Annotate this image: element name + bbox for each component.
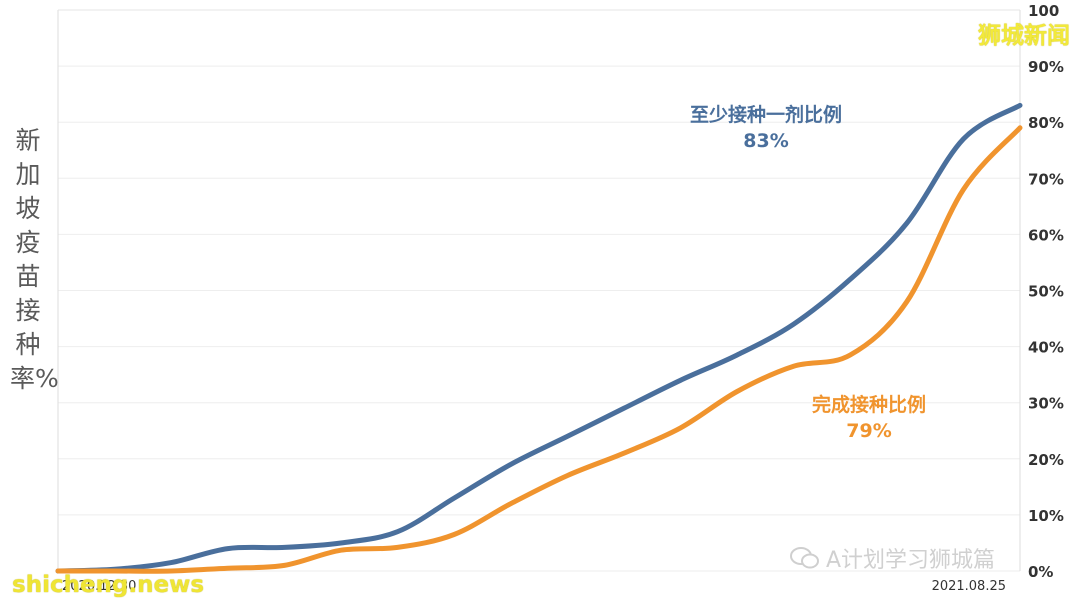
y-tick-label: 50% [1028,283,1064,301]
series1-name: 至少接种一剂比例 [689,104,842,126]
x-tick-label: 2021.08.25 [932,579,1006,594]
y-tick-labels: 100 90% 80% 70% 60% 50% 40% 30% 20% 10% 0% [1028,2,1064,581]
brand-logo-text: 狮城新闻 [978,23,1070,49]
y-tick-label: 0% [1028,563,1053,581]
y-tick-label: 60% [1028,226,1064,244]
y-tick-label: 30% [1028,395,1064,413]
site-watermark: shicheng.news [12,572,205,598]
y-tick-label: 80% [1028,114,1064,132]
series1-percent: 83% [743,130,789,152]
wechat-watermark-text: A计划学习狮城篇 [826,548,996,573]
y-tick-label: 20% [1028,451,1064,469]
series2-name: 完成接种比例 [811,394,926,416]
y-axis-title: 新加坡疫苗接种率% [10,126,59,393]
series-line-1 [55,102,1023,574]
y-tick-label: 90% [1028,58,1064,76]
wechat-watermark: A计划学习狮城篇 [790,542,995,574]
x-tick-labels: 2020.12.30 2021.08.25 [62,579,1006,594]
series-line-2 [55,125,1023,574]
y-tick-label: 40% [1028,339,1064,357]
series1-label: 至少接种一剂比例 83% [668,102,864,154]
y-tick-label: 100 [1028,2,1059,20]
series2-percent: 79% [846,420,892,442]
y-tick-label: 10% [1028,507,1064,525]
series2-label: 完成接种比例 79% [790,392,948,444]
series-lines [55,102,1023,574]
y-tick-label: 70% [1028,170,1064,188]
x-tick-label: 2020.12.30 [62,579,136,594]
wechat-icon [790,547,820,569]
